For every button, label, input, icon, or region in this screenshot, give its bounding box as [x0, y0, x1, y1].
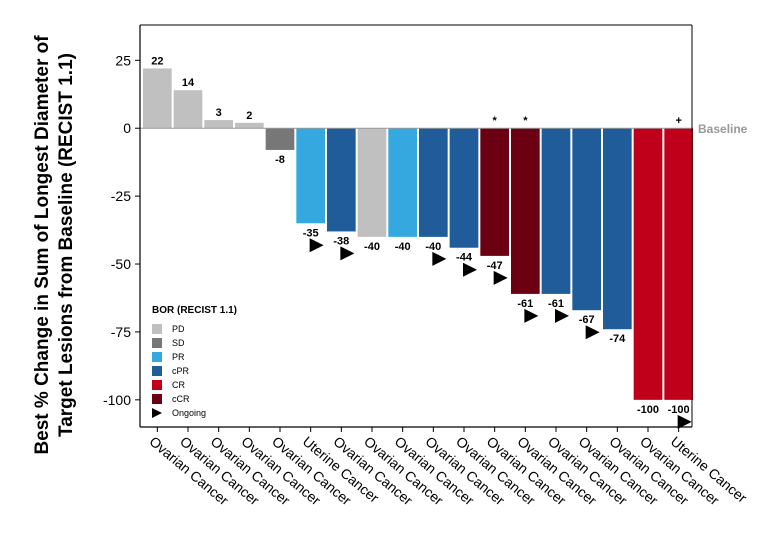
- legend-swatch: [152, 324, 162, 334]
- y-axis-title-line-1: Best % Change in Sum of Longest Diameter…: [32, 35, 53, 455]
- legend-item-label: PR: [172, 352, 185, 362]
- legend-swatch: [152, 338, 162, 348]
- y-tick-label: -100: [103, 392, 131, 408]
- ongoing-arrow: [340, 246, 355, 261]
- bar-value-label: -40: [364, 241, 380, 253]
- bar-value-label: -67: [579, 314, 595, 326]
- bar-value-label: -74: [609, 333, 626, 345]
- bar-value-label: 14: [182, 77, 195, 89]
- ongoing-arrow: [463, 262, 477, 277]
- bar-value-label: 22: [151, 55, 163, 67]
- bar: [357, 128, 387, 237]
- bar: [173, 90, 203, 129]
- bar-value-label: -61: [548, 298, 564, 310]
- bar: [143, 68, 172, 129]
- ongoing-arrow: [493, 270, 508, 285]
- y-axis-title: Best % Change in Sum of Longest Diameter…: [32, 35, 77, 455]
- bar-value-label: -40: [395, 241, 411, 253]
- legend-item-label: cPR: [172, 366, 190, 376]
- bars: 22 14 3 2 -8 -35 -38 -40 -40 -40 -44 -47 * -61 * -61 -67…: [140, 55, 748, 429]
- bar-value-label: -38: [333, 235, 349, 247]
- ongoing-arrow: [585, 325, 600, 340]
- legend-swatch: [152, 366, 162, 376]
- bar-value-label: -47: [487, 260, 503, 272]
- ongoing-arrow: [432, 251, 447, 266]
- bar: [633, 128, 663, 400]
- bar: [664, 128, 693, 400]
- y-tick-label: -25: [111, 188, 131, 204]
- bar: [296, 128, 325, 224]
- bar: [204, 120, 233, 129]
- legend-item-label: SD: [172, 338, 185, 348]
- bar-value-label: -100: [668, 404, 690, 416]
- legend-item-label: cCR: [172, 394, 190, 404]
- ongoing-arrow: [524, 308, 539, 323]
- bar: [388, 128, 417, 237]
- bar: [419, 128, 448, 237]
- bar-value-label: -100: [637, 404, 659, 416]
- bar-value-label: -40: [425, 241, 441, 253]
- y-tick-label: -50: [111, 256, 131, 272]
- bar: [511, 128, 540, 294]
- ongoing-arrow: [555, 308, 569, 323]
- legend-ongoing-label: Ongoing: [172, 408, 206, 418]
- bar-value-label: -8: [275, 154, 285, 166]
- ongoing-arrow: [309, 238, 324, 253]
- legend: BOR (RECIST 1.1) PD SD PR cPR CR cCR Ongoing: [152, 305, 237, 418]
- y-tick-label: 0: [123, 120, 131, 136]
- bar-value-label: -35: [303, 227, 319, 239]
- y-tick-label: -75: [111, 324, 131, 340]
- bar-value-label: 3: [216, 107, 222, 119]
- plot-frame: [139, 24, 693, 428]
- bar-marker: +: [675, 115, 681, 127]
- legend-ongoing-arrow: [152, 408, 162, 418]
- y-tick-label: 25: [115, 52, 131, 68]
- baseline-label: Baseline: [698, 122, 748, 136]
- legend-item-label: CR: [172, 380, 185, 390]
- y-axis-title-line-2: Target Lesions from Baseline (RECIST 1.1…: [56, 53, 77, 437]
- bar: [327, 128, 356, 232]
- y-axis-ticks: 25 0 -25 -50 -75 -100: [103, 52, 140, 408]
- ongoing-arrow: [677, 414, 692, 429]
- bar-value-label: 2: [246, 110, 252, 122]
- legend-title: BOR (RECIST 1.1): [152, 305, 237, 316]
- bar: [449, 128, 479, 248]
- bar: [480, 128, 509, 256]
- legend-swatch: [152, 352, 162, 362]
- legend-item-label: PD: [172, 324, 185, 334]
- bar: [541, 128, 571, 294]
- bar: [265, 128, 295, 150]
- bar-value-label: -61: [517, 298, 533, 310]
- bar: [572, 128, 601, 311]
- bar-value-label: -44: [456, 252, 473, 264]
- legend-swatch: [152, 394, 162, 404]
- bar: [235, 122, 264, 129]
- bar-marker: *: [523, 115, 528, 127]
- legend-swatch: [152, 380, 162, 390]
- bar-marker: *: [493, 115, 498, 127]
- bar: [603, 128, 632, 330]
